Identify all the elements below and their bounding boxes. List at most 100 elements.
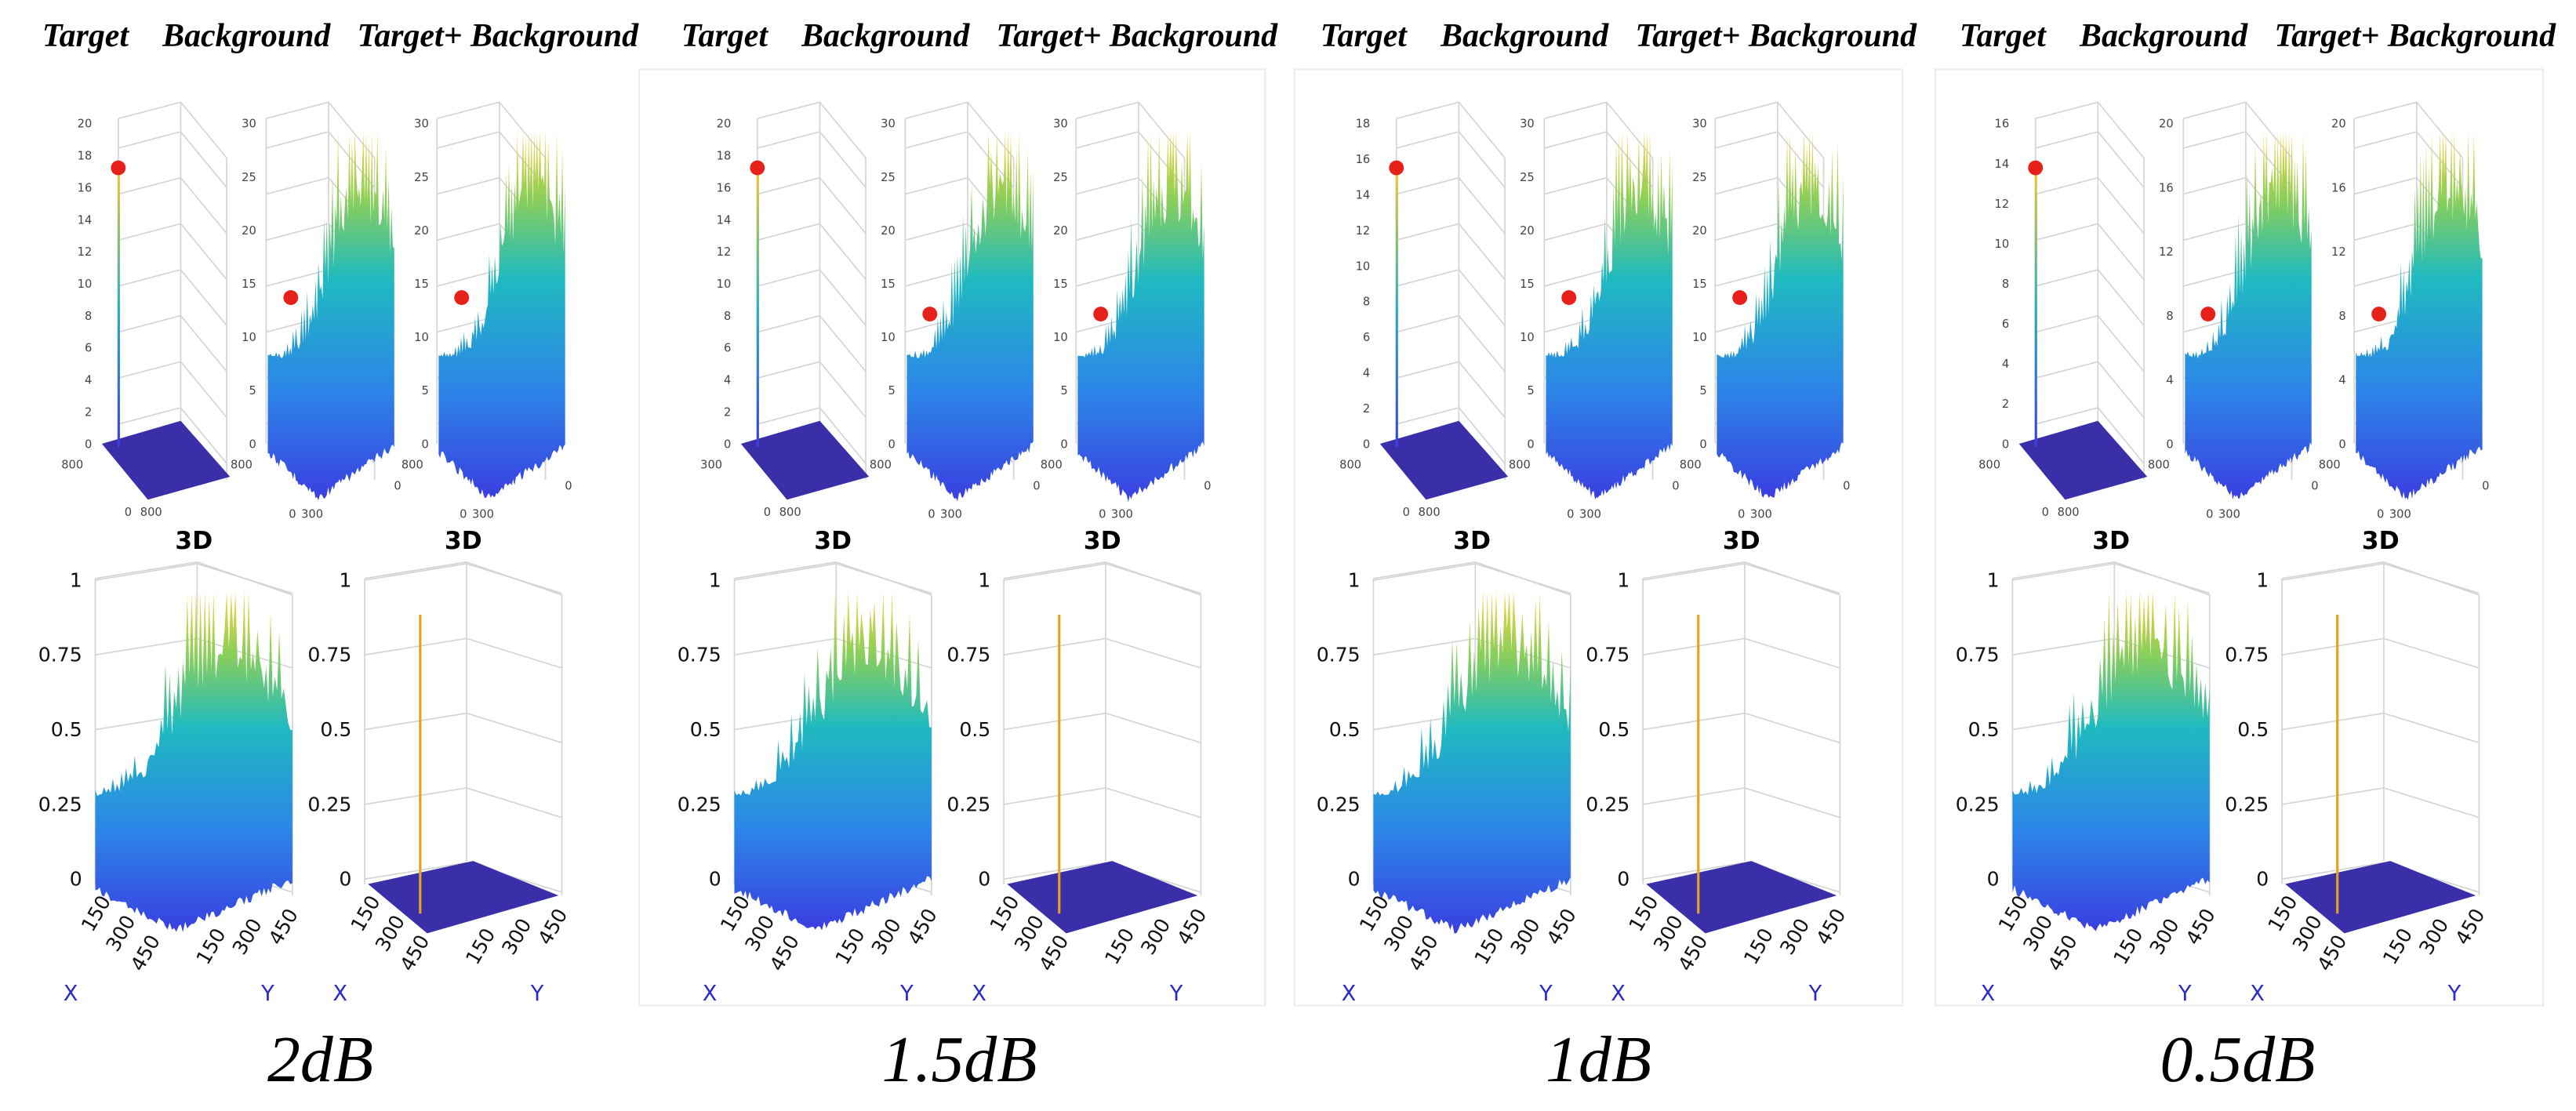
- panel: Target Background Target+ Background201816…: [678, 18, 1278, 1096]
- z-tick-label: 0.75: [2225, 644, 2269, 666]
- z-tick-label: 12: [1356, 224, 1371, 238]
- z-tick-label: 10: [1053, 331, 1068, 344]
- y-tick-label: 450: [533, 905, 572, 949]
- base-tick-label: 800: [2058, 506, 2080, 519]
- z-tick-label: 1: [1617, 568, 1630, 591]
- grid-line: [1396, 176, 1506, 234]
- grid-line: [1642, 637, 1840, 669]
- grid-line: [757, 269, 867, 326]
- axis-name: Y: [260, 982, 274, 1006]
- z-tick-label: 0.5: [959, 718, 990, 741]
- grid-line: [757, 361, 867, 419]
- caption: 0.5dB: [2160, 1023, 2316, 1096]
- view-label: 3D: [2362, 527, 2400, 555]
- z-tick-label: 0: [888, 438, 895, 451]
- z-tick-label: 30: [1692, 118, 1707, 131]
- target-marker: [922, 307, 938, 321]
- z-tick-label: 2: [2002, 398, 2009, 411]
- z-tick-label: 20: [242, 224, 256, 238]
- top-plot: 20 16 12 8 4 0 800 0 300 0: [2148, 101, 2319, 521]
- grid-line: [118, 361, 227, 419]
- base-plane: [1007, 861, 1198, 934]
- base-plane: [2285, 861, 2476, 934]
- z-tick-label: 10: [1356, 260, 1371, 273]
- grid-line: [1003, 637, 1201, 669]
- grid-line: [364, 787, 562, 819]
- z-tick-label: 30: [1520, 118, 1535, 131]
- grid-line: [2353, 131, 2464, 188]
- grid-line: [2035, 361, 2145, 419]
- z-tick-label: 25: [1520, 171, 1535, 184]
- z-tick-label: 0.25: [307, 793, 351, 815]
- grid-line: [118, 176, 227, 234]
- z-tick-label: 20: [414, 224, 429, 238]
- base-tick-label: 0: [1204, 480, 1211, 493]
- z-tick-label: 18: [717, 150, 732, 163]
- grid-line: [2035, 314, 2145, 372]
- grid-line: [1003, 712, 1201, 744]
- z-tick-label: 0.5: [1329, 718, 1361, 741]
- target-marker: [1732, 290, 1748, 306]
- z-tick-label: 0.5: [1598, 718, 1630, 741]
- z-tick-label: 1: [709, 568, 721, 591]
- z-tick-label: 0.75: [307, 644, 351, 666]
- z-tick-label: 0.25: [946, 793, 990, 815]
- grid-line: [1003, 787, 1201, 819]
- z-tick-label: 6: [85, 342, 92, 355]
- top-plot: 20 16 12 8 4 0 800 0 300 0: [2319, 101, 2489, 521]
- base-tick-label: 800: [870, 458, 892, 471]
- z-tick-label: 4: [2002, 358, 2009, 371]
- panel: Target Background Target+ Background161412…: [1956, 18, 2556, 1096]
- z-tick-label: 20: [2159, 118, 2174, 131]
- axis-wall: [904, 101, 1015, 481]
- z-tick-label: 25: [414, 171, 429, 184]
- z-tick-label: 1: [2256, 568, 2269, 591]
- base-plane: [101, 420, 231, 500]
- z-tick-label: 0.25: [678, 793, 721, 815]
- grid-line: [2183, 131, 2293, 188]
- z-tick-label: 0: [2166, 438, 2173, 451]
- grid-line: [1642, 712, 1840, 744]
- grid-line: [118, 131, 227, 188]
- surface: [95, 591, 292, 932]
- panel-frame: [1934, 68, 2545, 1007]
- z-tick-label: 0: [70, 868, 82, 891]
- z-tick-label: 1: [70, 568, 82, 591]
- base-tick-label: 0: [1033, 480, 1040, 493]
- base-tick-label: 0: [764, 506, 771, 519]
- base-plane: [2018, 420, 2148, 500]
- base-tick-label: 0: [2482, 480, 2489, 493]
- z-tick-label: 6: [2002, 318, 2009, 331]
- x-tick-label: 450: [395, 931, 434, 975]
- z-tick-label: 0: [1348, 868, 1361, 891]
- y-tick-label: 450: [2451, 905, 2489, 949]
- view-label: 3D: [814, 527, 852, 555]
- z-tick-label: 14: [717, 213, 732, 227]
- z-tick-label: 2: [85, 405, 92, 419]
- view-label: 3D: [2092, 527, 2130, 555]
- base-tick-label: 800: [140, 506, 162, 519]
- axis-name: Y: [1808, 982, 1822, 1006]
- z-tick-label: 10: [414, 331, 429, 344]
- z-tick-label: 10: [881, 331, 896, 344]
- grid-line: [1396, 314, 1506, 372]
- z-tick-label: 5: [421, 384, 428, 398]
- grid-line: [1396, 131, 1506, 188]
- base-tick-label: 300: [301, 507, 323, 521]
- panel-frame: [638, 68, 1266, 1007]
- z-tick-label: 10: [1520, 331, 1535, 344]
- z-tick-label: 5: [1060, 384, 1067, 398]
- surface: [734, 591, 932, 931]
- y-tick-label: 450: [1542, 905, 1581, 949]
- z-tick-label: 18: [78, 150, 93, 163]
- base-tick-label: 800: [1680, 458, 1702, 471]
- z-tick-label: 0.25: [38, 793, 82, 815]
- grid-line: [1076, 131, 1186, 188]
- y-tick-label: 300: [1775, 914, 1814, 958]
- z-tick-label: 5: [888, 384, 895, 398]
- z-tick-label: 0.5: [690, 718, 721, 741]
